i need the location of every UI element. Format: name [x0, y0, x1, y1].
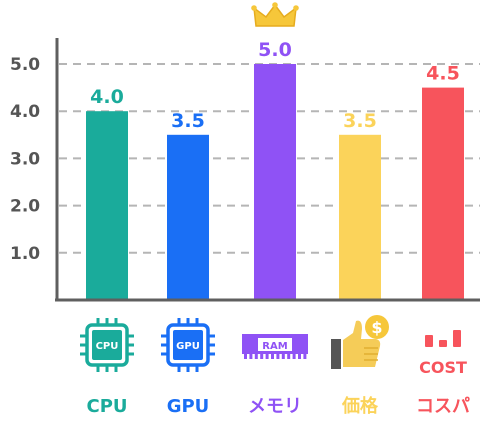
y-tick-label: 4.0	[10, 102, 40, 122]
crown-jewel	[251, 5, 257, 11]
y-tick-label: 5.0	[10, 55, 40, 75]
svg-text:GPU: GPU	[176, 341, 200, 352]
svg-text:CPU: CPU	[96, 341, 119, 352]
bar	[167, 134, 209, 300]
bar	[339, 134, 381, 300]
bar	[254, 64, 296, 300]
category-icons: CPU GPU RAM $ COST	[80, 315, 467, 377]
value-label: 4.0	[90, 86, 124, 108]
value-label: 3.5	[171, 110, 205, 132]
category-labels: CPU GPU メモリ 価格 コスパ	[86, 395, 470, 417]
category-label: 価格	[341, 395, 379, 417]
bar	[422, 87, 464, 300]
svg-text:COST: COST	[419, 358, 467, 377]
bars	[86, 64, 464, 300]
gpu-chip-icon: GPU	[161, 318, 215, 372]
y-axis-ticks: 1.0 2.0 3.0 4.0 5.0	[10, 55, 40, 264]
value-label: 3.5	[343, 110, 377, 132]
svg-text:$: $	[371, 318, 382, 337]
category-label: メモリ	[248, 396, 302, 417]
cpu-chip-icon: CPU	[80, 318, 134, 372]
value-labels: 4.0 3.5 5.0 3.5 4.5	[90, 39, 460, 132]
value-label: 4.5	[426, 63, 460, 85]
category-label: GPU	[167, 396, 210, 417]
crown-jewel	[293, 5, 299, 11]
bar	[86, 111, 128, 300]
svg-text:RAM: RAM	[262, 341, 287, 352]
category-label: CPU	[86, 396, 127, 417]
thumbs-up-coin-icon: $	[331, 315, 389, 369]
crown-shape	[253, 3, 297, 27]
y-tick-label: 1.0	[10, 244, 40, 264]
crown-jewel	[272, 2, 278, 8]
value-label: 5.0	[258, 39, 292, 61]
y-tick-label: 2.0	[10, 197, 40, 217]
y-tick-label: 3.0	[10, 149, 40, 169]
crown-icon	[251, 2, 299, 27]
ram-module-icon: RAM	[242, 334, 308, 359]
cost-bars-icon: COST	[419, 330, 467, 377]
category-label: コスパ	[416, 396, 470, 417]
